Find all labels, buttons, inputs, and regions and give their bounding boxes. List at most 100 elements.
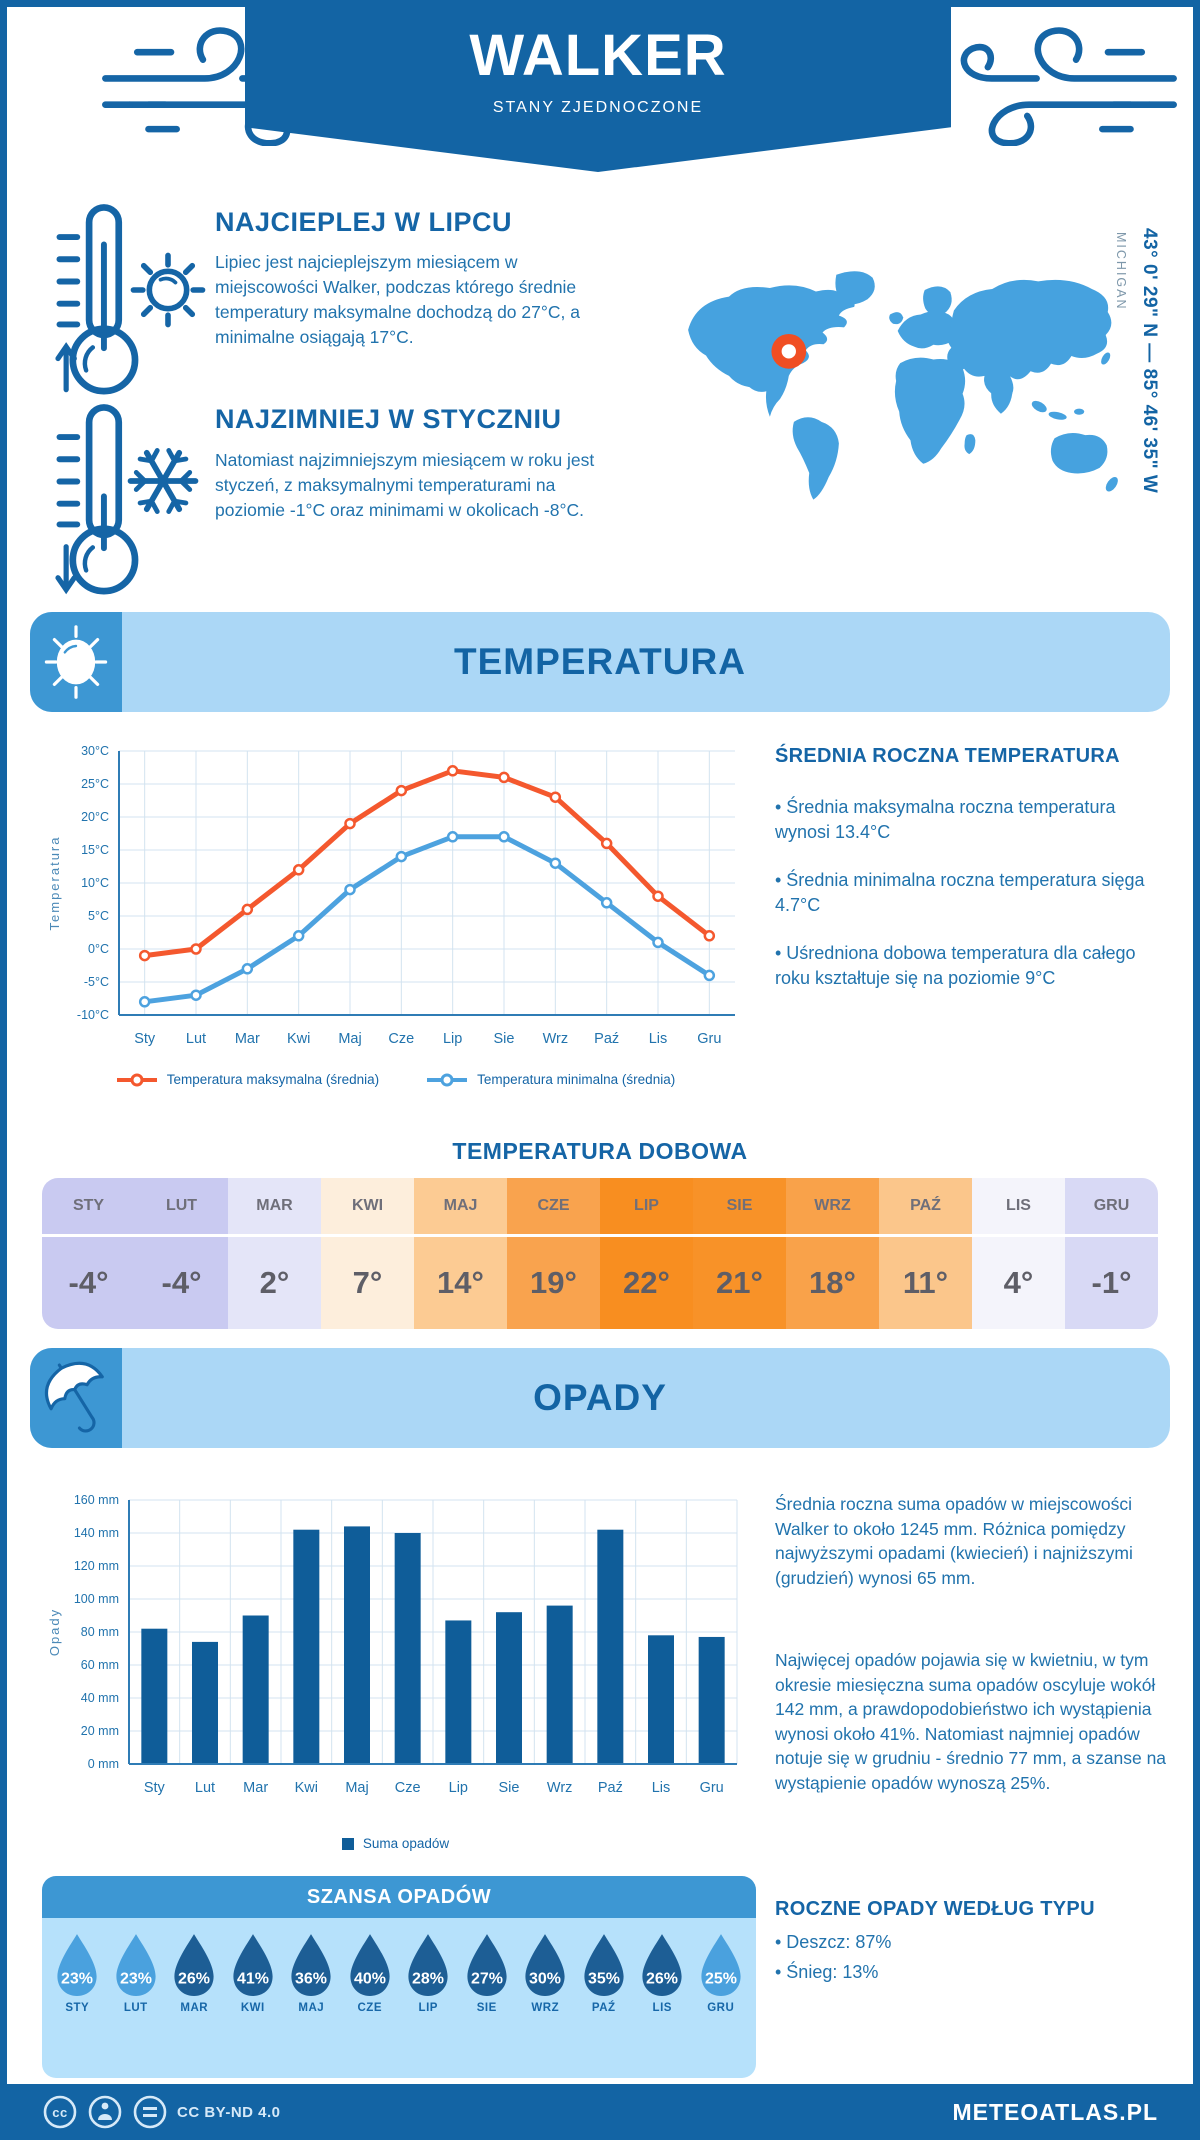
attribution-icon [88,2095,122,2129]
daily-temp-value: 7° [321,1237,414,1329]
svg-text:Paź: Paź [594,1031,619,1047]
svg-text:100 mm: 100 mm [74,1592,119,1606]
cc-icon: cc [43,2095,77,2129]
svg-text:Lip: Lip [449,1780,468,1796]
daily-month-header: CZE [507,1178,600,1234]
rain-chance-month: LIS [652,2002,672,2014]
svg-text:Wrz: Wrz [543,1031,569,1047]
svg-text:Wrz: Wrz [547,1780,573,1796]
rain-chance-month: PAŹ [591,2002,616,2014]
svg-text:15°C: 15°C [81,843,109,857]
daily-temp-title: TEMPERATURA DOBOWA [452,1138,748,1164]
svg-text:Kwi: Kwi [287,1031,310,1047]
droplet-icon: 35% [584,1934,624,1996]
rain-chance-body: 23% STY 23% LUT 26% MAR 41% KWI 36% MAJ 40% CZE 28% L… [42,1918,756,2078]
daily-month-header: GRU [1065,1178,1158,1234]
precip-bar [293,1529,320,1764]
temperature-section-banner: TEMPERATURA [30,612,1170,712]
daily-month-header: LUT [135,1178,228,1234]
daily-temp-value: -1° [1065,1237,1158,1329]
legend-item-min: Temperatura minimalna (średnia) [425,1072,675,1087]
daily-temp-value: -4° [135,1237,228,1329]
daily-month-header: MAR [228,1178,321,1234]
rain-chance-item: 35% PAŹ [575,1932,634,2078]
license-group[interactable]: cc CC BY-ND 4.0 [42,2094,281,2130]
rain-chance-item: 23% LUT [107,1932,166,2078]
svg-text:Sty: Sty [144,1780,166,1796]
max-line-marker [116,1073,157,1086]
license-label: CC BY-ND 4.0 [177,2103,281,2121]
rain-chance-month: MAJ [298,2002,325,2014]
precip-type-bullet-2: • Śnieg: 13% [775,1962,879,1982]
brand-link[interactable]: METEOATLAS.PL [952,2098,1158,2125]
svg-text:60 mm: 60 mm [81,1658,119,1672]
sun-icon [130,252,206,328]
svg-text:30°C: 30°C [81,744,109,758]
world-map [688,271,1118,500]
droplet-icon: 28% [408,1934,448,1996]
daily-month-header: MAJ [414,1178,507,1234]
region-label: MICHIGAN [1114,232,1128,311]
svg-text:Kwi: Kwi [295,1780,318,1796]
svg-text:Opady: Opady [47,1608,62,1656]
precip-bar [242,1615,269,1764]
svg-text:20°C: 20°C [81,810,109,824]
rain-chance-month: WRZ [531,2002,560,2014]
rain-chance-title: SZANSA OPADÓW [42,1876,756,1918]
svg-text:Gru: Gru [697,1031,721,1047]
svg-text:41%: 41% [237,1971,269,1988]
svg-text:Sie: Sie [494,1031,515,1047]
daily-temp-value: 4° [972,1237,1065,1329]
header-banner: WALKER STANY ZJEDNOCZONE [245,0,951,172]
daily-month-header: KWI [321,1178,414,1234]
daily-temp-value: 18° [786,1237,879,1329]
svg-text:Maj: Maj [338,1031,361,1047]
wind-icon [960,27,1177,146]
nd-icon [133,2095,167,2129]
droplet-icon: 26% [642,1934,682,1996]
precip-bar-chart: 0 mm 20 mm 40 mm 60 mm 80 mm 100 mm 120 mm 140 … [47,1493,738,1796]
location-marker [771,333,807,369]
svg-text:Cze: Cze [395,1780,421,1796]
sun-banner-icon [44,625,108,699]
rain-chance-item: 28% LIP [399,1932,458,2078]
svg-text:40%: 40% [354,1971,386,1988]
daily-month-header: STY [42,1178,135,1234]
rain-chance-item: 40% CZE [341,1932,400,2078]
daily-month-header: LIS [972,1178,1065,1234]
page-title: WALKER [469,23,727,88]
droplet-icon: 36% [291,1934,331,1996]
svg-text:10°C: 10°C [81,876,109,890]
svg-text:0 mm: 0 mm [88,1757,119,1771]
precip-legend: Suma opadów [45,1836,745,1851]
droplet-icon: 40% [350,1934,390,1996]
droplet-icon: 25% [701,1934,741,1996]
droplet-icon: 23% [57,1934,97,1996]
coldest-heading: NAJZIMNIEJ W STYCZNIU [215,404,562,434]
svg-text:120 mm: 120 mm [74,1559,119,1573]
svg-text:Sie: Sie [499,1780,520,1796]
svg-text:27%: 27% [471,1971,503,1988]
annual-temp-bullet-1: • Średnia maksymalna roczna temperatura … [775,797,1116,843]
rain-chance-panel: SZANSA OPADÓW 23% STY 23% LUT 26% MAR 41% KWI 36… [42,1876,756,2078]
daily-temp-value: 14° [414,1237,507,1329]
rain-chance-item: 36% MAJ [282,1932,341,2078]
svg-text:160 mm: 160 mm [74,1493,119,1507]
svg-text:25%: 25% [705,1971,737,1988]
precip-bar [192,1641,218,1764]
warmest-text: Lipiec jest najcieplejszym miesiącem w m… [215,252,580,347]
precip-bar [648,1635,674,1764]
daily-month-header: SIE [693,1178,786,1234]
svg-text:Gru: Gru [700,1780,724,1796]
rain-chance-month: MAR [180,2002,209,2014]
svg-text:80 mm: 80 mm [81,1625,119,1639]
rain-chance-month: STY [65,2002,90,2014]
precip-bar [597,1529,624,1764]
snowflake-icon [127,448,199,514]
precip-paragraph-2: Najwięcej opadów pojawia się w kwietniu,… [775,1650,1167,1793]
rain-chance-item: 25% GRU [692,1932,751,2078]
rain-chance-month: LIP [418,2002,438,2014]
rain-chance-month: GRU [707,2002,735,2014]
temperature-title: TEMPERATURA [454,641,746,682]
